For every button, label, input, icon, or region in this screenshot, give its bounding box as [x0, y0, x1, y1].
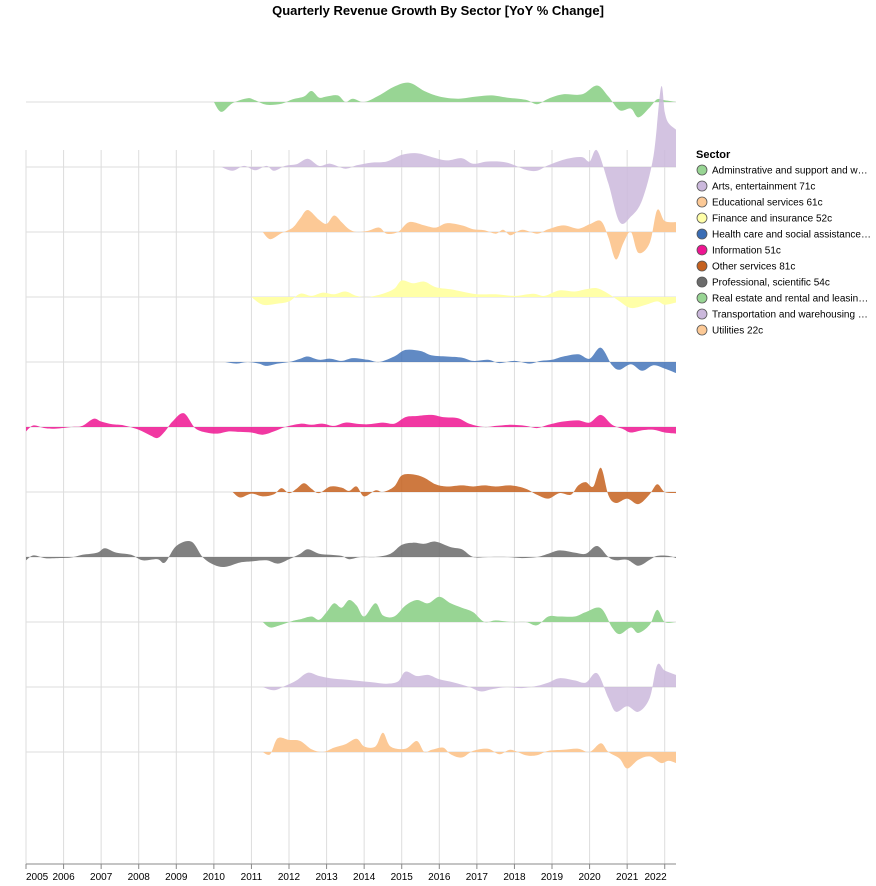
x-tick-label-2021: 2021 [616, 872, 639, 883]
area-plots [26, 82, 676, 769]
area-series-8 [262, 596, 676, 635]
x-tick-label-2013: 2013 [315, 872, 338, 883]
legend-swatch-3 [696, 212, 708, 224]
x-tick-label-2022: 2022 [644, 872, 667, 883]
legend-label-10: Utilities 22c [712, 326, 763, 337]
legend-title: Sector [696, 149, 731, 161]
legend-label-6: Other services 81c [712, 262, 795, 273]
legend-swatch-6 [696, 260, 708, 272]
area-series-6 [232, 467, 676, 505]
x-tick-label-2007: 2007 [90, 872, 113, 883]
legend-label-5: Information 51c [712, 246, 781, 257]
area-series-5 [26, 413, 676, 439]
legend-label-4: Health care and social assistance… [712, 230, 871, 241]
x-tick-label-2011: 2011 [241, 872, 263, 883]
x-axis: 2005 2006 2007 2008 2009 2010 2011 2012 2013 2014… [25, 863, 676, 883]
legend-swatch-5 [696, 244, 708, 256]
x-tick-label-2006: 2006 [52, 872, 75, 883]
legend-label-1: Arts, entertainment 71c [712, 182, 815, 193]
legend: Sector Adminstrative and support and w… A… [696, 149, 871, 337]
area-series-0 [213, 82, 676, 118]
legend-swatch-7 [696, 276, 708, 288]
legend-swatch-10 [696, 324, 708, 336]
legend-swatch-8 [696, 292, 708, 304]
area-series-7 [26, 541, 676, 567]
x-tick-label-2008: 2008 [128, 872, 151, 883]
legend-swatch-9 [696, 308, 708, 320]
legend-label-2: Educational services 61c [712, 198, 823, 209]
x-tick-label-2010: 2010 [203, 872, 226, 883]
x-tick-label-2017: 2017 [466, 872, 489, 883]
x-tick-label-2018: 2018 [503, 872, 526, 883]
x-tick-label-2012: 2012 [278, 872, 301, 883]
x-tick-label-2014: 2014 [353, 872, 376, 883]
x-tick-label-2020: 2020 [578, 872, 601, 883]
x-tick-label-2019: 2019 [541, 872, 564, 883]
legend-label-8: Real estate and rental and leasin… [712, 294, 868, 305]
legend-swatch-1 [696, 180, 708, 192]
legend-swatch-0 [696, 164, 708, 176]
area-series-4 [225, 347, 676, 373]
legend-label-3: Finance and insurance 52c [712, 214, 832, 225]
chart-title: Quarterly Revenue Growth By Sector [YoY … [272, 3, 604, 18]
x-tick-label-2015: 2015 [391, 872, 414, 883]
legend-swatch-2 [696, 196, 708, 208]
area-series-1 [221, 85, 676, 224]
area-series-9 [262, 663, 676, 712]
legend-label-0: Adminstrative and support and w… [712, 166, 868, 177]
legend-label-9: Transportation and warehousing … [712, 310, 868, 321]
area-series-3 [251, 280, 676, 309]
legend-swatch-4 [696, 228, 708, 240]
x-tick-label-2016: 2016 [428, 872, 451, 883]
area-series-2 [262, 209, 676, 260]
x-tick-label-2009: 2009 [165, 872, 188, 883]
legend-label-7: Professional, scientific 54c [712, 278, 830, 289]
x-tick-label-2005: 2005 [26, 872, 49, 883]
area-series-10 [262, 732, 676, 769]
